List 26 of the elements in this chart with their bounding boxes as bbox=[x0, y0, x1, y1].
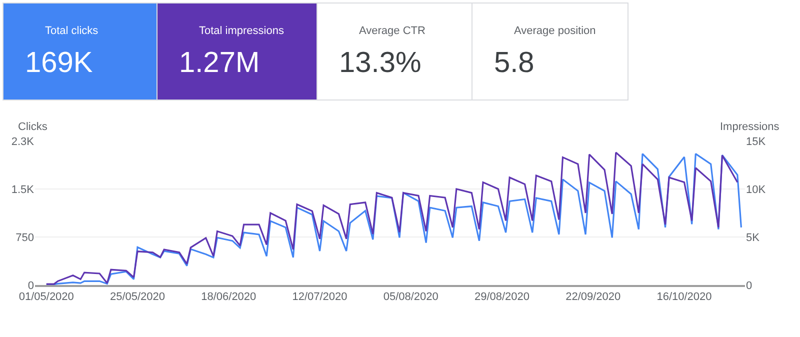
x-tick-label: 25/05/2020 bbox=[110, 290, 166, 303]
x-tick-label: 12/07/2020 bbox=[292, 290, 348, 303]
text: 13.3% bbox=[339, 47, 422, 79]
y-tick-label: 1.5K bbox=[11, 184, 35, 196]
category-label: Total clicks bbox=[45, 25, 99, 37]
text: 169K bbox=[25, 47, 93, 79]
x-tick-label: 18/06/2020 bbox=[201, 290, 256, 303]
y2-axis-title: Impressions bbox=[720, 121, 780, 133]
x-tick-label: 16/10/2020 bbox=[656, 290, 712, 303]
x-tick-label: 29/08/2020 bbox=[474, 290, 530, 303]
y2-tick-label: 5K bbox=[746, 232, 760, 244]
text: 1.27M bbox=[179, 47, 260, 79]
x-tick-label: 01/05/2020 bbox=[18, 290, 74, 303]
text: 5.8 bbox=[494, 47, 534, 79]
x-tick-label: 22/09/2020 bbox=[566, 290, 621, 303]
category-label: Total impressions bbox=[199, 25, 284, 37]
category-label: Average CTR bbox=[359, 25, 426, 37]
x-tick-label: 05/08/2020 bbox=[383, 290, 438, 303]
y-tick-label: 750 bbox=[16, 232, 34, 244]
y-tick-label: 2.3K bbox=[11, 136, 35, 148]
y-axis-title: Clicks bbox=[18, 121, 48, 133]
category-label: Average position bbox=[514, 25, 596, 37]
y2-tick-label: 15K bbox=[746, 136, 766, 148]
y2-tick-label: 0 bbox=[746, 280, 752, 292]
y2-tick-label: 10K bbox=[746, 184, 766, 196]
y-tick-label: 0 bbox=[28, 280, 34, 292]
